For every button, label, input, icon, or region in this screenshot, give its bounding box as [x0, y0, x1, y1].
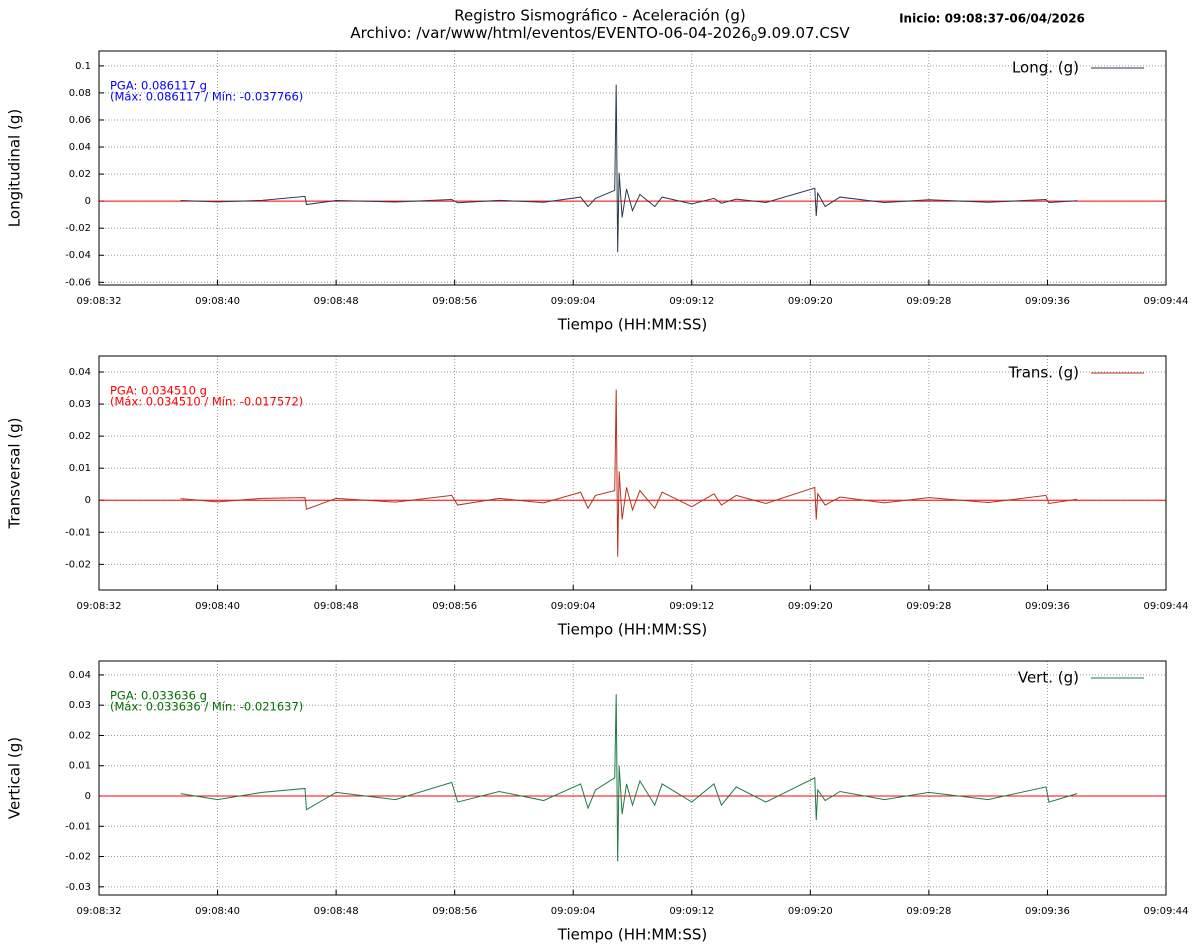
- file-prefix: Archivo: /var/www/html/eventos/EVENTO-06…: [350, 24, 751, 42]
- y-tick-label: -0.02: [65, 559, 91, 570]
- chart-title: Registro Sismográfico - Aceleración (g): [454, 7, 745, 25]
- y-tick-label: 0.04: [69, 142, 91, 153]
- y-tick-label: -0.02: [65, 223, 91, 234]
- x-tick-label: 09:09:12: [669, 296, 714, 307]
- x-tick-label: 09:08:40: [195, 296, 240, 307]
- x-tick-label: 09:09:36: [1025, 601, 1070, 612]
- x-tick-label: 09:09:04: [551, 906, 596, 917]
- y-tick-label: -0.02: [65, 852, 91, 863]
- y-axis-label: Vertical (g): [6, 737, 24, 819]
- start-time: Inicio: 09:08:37-06/04/2026: [899, 12, 1085, 26]
- x-tick-label: 09:08:40: [195, 906, 240, 917]
- annotation: PGA: 0.086117 g: [110, 79, 207, 93]
- x-tick-label: 09:08:56: [432, 601, 477, 612]
- y-tick-label: 0: [85, 196, 91, 207]
- y-tick-label: 0.02: [69, 169, 91, 180]
- x-tick-label: 09:09:28: [906, 906, 951, 917]
- x-tick-label: 09:09:04: [551, 601, 596, 612]
- x-tick-label: 09:08:48: [314, 296, 359, 307]
- x-tick-label: 09:09:20: [788, 601, 833, 612]
- x-axis-label: Tiempo (HH:MM:SS): [557, 316, 707, 334]
- x-tick-label: 09:09:36: [1025, 906, 1070, 917]
- x-tick-label: 09:09:28: [906, 601, 951, 612]
- annotation: PGA: 0.034510 g: [110, 384, 207, 398]
- y-tick-label: 0.02: [69, 730, 91, 741]
- y-tick-label: 0.03: [69, 399, 91, 410]
- file-name: Archivo: /var/www/html/eventos/EVENTO-06…: [350, 24, 850, 45]
- y-tick-label: 0: [85, 791, 91, 802]
- x-tick-label: 09:08:32: [77, 296, 122, 307]
- x-tick-label: 09:08:32: [77, 906, 122, 917]
- x-tick-label: 09:09:20: [788, 906, 833, 917]
- y-tick-label: -0.01: [65, 527, 91, 538]
- y-tick-label: -0.01: [65, 821, 91, 832]
- annotation: (Máx: 0.034510 / Mín: -0.017572): [110, 395, 303, 409]
- annotation: (Máx: 0.086117 / Mín: -0.037766): [110, 90, 303, 104]
- y-tick-label: 0.02: [69, 431, 91, 442]
- legend-label: Trans. (g): [1008, 364, 1079, 382]
- x-tick-label: 09:09:12: [669, 906, 714, 917]
- x-axis-label: Tiempo (HH:MM:SS): [557, 926, 707, 944]
- x-tick-label: 09:09:44: [1144, 601, 1189, 612]
- x-tick-label: 09:09:44: [1144, 296, 1189, 307]
- plot-frame: [98, 660, 1167, 896]
- x-tick-label: 09:08:48: [314, 601, 359, 612]
- x-tick-label: 09:08:56: [432, 296, 477, 307]
- series-line: [180, 694, 1078, 862]
- y-tick-label: 0.01: [69, 463, 91, 474]
- x-tick-label: 09:09:36: [1025, 296, 1070, 307]
- plot-frame: [98, 50, 1167, 286]
- y-tick-label: -0.04: [65, 250, 91, 261]
- x-tick-label: 09:09:20: [788, 296, 833, 307]
- x-tick-label: 09:09:04: [551, 296, 596, 307]
- legend-label: Long. (g): [1012, 59, 1079, 77]
- x-tick-label: 09:08:56: [432, 906, 477, 917]
- x-tick-label: 09:09:12: [669, 601, 714, 612]
- x-tick-label: 09:09:28: [906, 296, 951, 307]
- y-tick-label: 0.08: [69, 88, 91, 99]
- y-tick-label: 0.04: [69, 367, 91, 378]
- y-tick-label: 0.06: [69, 115, 91, 126]
- y-tick-label: -0.06: [65, 277, 91, 288]
- y-tick-label: 0.01: [69, 761, 91, 772]
- series-line: [180, 84, 1078, 253]
- y-tick-label: 0.1: [75, 61, 91, 72]
- y-tick-label: 0.04: [69, 670, 91, 681]
- series-line: [180, 389, 1078, 557]
- plot-frame: [98, 355, 1167, 591]
- x-tick-label: 09:08:32: [77, 601, 122, 612]
- y-tick-label: 0.03: [69, 700, 91, 711]
- y-axis-label: Transversal (g): [6, 417, 24, 529]
- legend-label: Vert. (g): [1018, 669, 1079, 687]
- x-tick-label: 09:08:48: [314, 906, 359, 917]
- y-tick-label: 0: [85, 495, 91, 506]
- x-tick-label: 09:09:44: [1144, 906, 1189, 917]
- x-tick-label: 09:08:40: [195, 601, 240, 612]
- file-suffix: 9.09.07.CSV: [757, 24, 850, 42]
- y-tick-label: -0.03: [65, 882, 91, 893]
- x-axis-label: Tiempo (HH:MM:SS): [557, 621, 707, 639]
- annotation: (Máx: 0.033636 / Mín: -0.021637): [110, 700, 303, 714]
- file-sub: 0: [751, 33, 757, 44]
- y-axis-label: Longitudinal (g): [6, 109, 24, 227]
- annotation: PGA: 0.033636 g: [110, 689, 207, 703]
